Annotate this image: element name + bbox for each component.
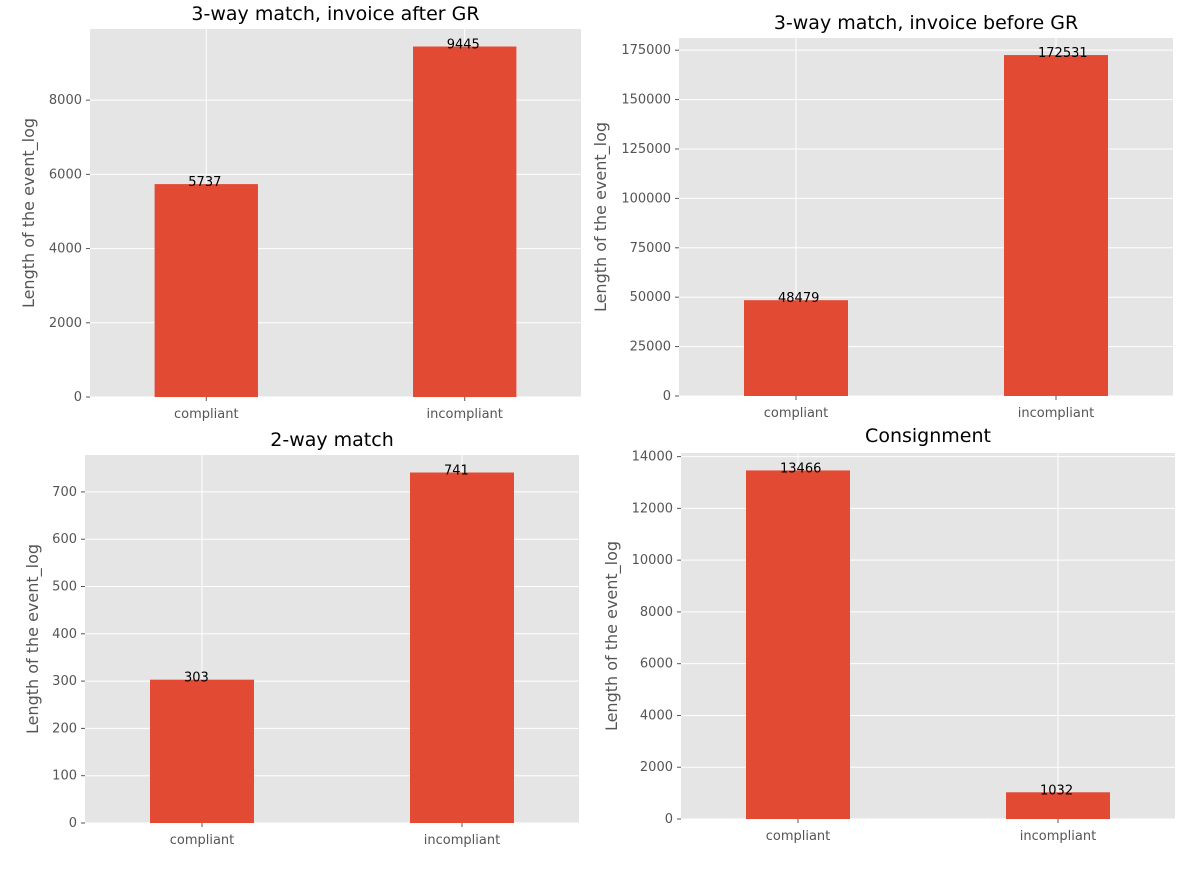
x-tick-label: compliant — [764, 406, 829, 421]
y-tick-label: 4000 — [640, 708, 673, 723]
bar-compliant — [744, 300, 848, 396]
y-tick-label: 100000 — [621, 191, 671, 206]
bar-incompliant — [1004, 55, 1108, 397]
y-tick-label: 0 — [69, 816, 77, 831]
data-label: 303 — [184, 671, 209, 686]
y-tick-label: 0 — [74, 390, 82, 405]
data-label: 9445 — [447, 38, 480, 53]
y-axis-label: Length of the event_log — [602, 541, 622, 731]
y-tick-label: 10000 — [632, 553, 673, 568]
y-tick-label: 2000 — [640, 760, 673, 775]
y-axis-label: Length of the event_log — [23, 544, 43, 734]
y-tick-label: 0 — [665, 812, 673, 827]
chart-title: 3-way match, invoice after GR — [191, 3, 479, 25]
chart-title: 2-way match — [270, 429, 394, 451]
y-tick-label: 100 — [52, 769, 77, 784]
y-tick-label: 25000 — [630, 340, 671, 355]
y-tick-label: 125000 — [621, 142, 671, 157]
y-axis-label: Length of the event_log — [591, 122, 611, 312]
x-tick-label: incompliant — [424, 833, 500, 848]
x-tick-label: incompliant — [1018, 406, 1094, 421]
x-tick-label: compliant — [766, 829, 831, 844]
y-tick-label: 2000 — [49, 316, 82, 331]
chart-panel: 0 100 200 300 400 500 600 700 303 741 compliant inc… — [23, 429, 579, 848]
y-tick-label: 600 — [52, 532, 77, 547]
y-tick-label: 12000 — [632, 501, 673, 516]
data-label: 1032 — [1040, 783, 1073, 798]
data-label: 741 — [444, 464, 469, 479]
y-axis-label: Length of the event_log — [19, 118, 39, 308]
data-label: 5737 — [188, 175, 221, 190]
x-tick-label: compliant — [174, 407, 239, 422]
y-tick-label: 0 — [663, 389, 671, 404]
y-tick-label: 300 — [52, 674, 77, 689]
bar-incompliant — [410, 472, 514, 823]
bar-incompliant — [1006, 792, 1110, 819]
y-tick-label: 6000 — [49, 167, 82, 182]
y-tick-label: 14000 — [632, 450, 673, 465]
bar-incompliant — [413, 46, 517, 397]
bar-compliant — [154, 184, 258, 397]
y-tick-label: 50000 — [630, 290, 671, 305]
data-label: 13466 — [780, 461, 821, 476]
x-tick-label: incompliant — [427, 407, 503, 422]
y-tick-label: 8000 — [49, 93, 82, 108]
x-tick-label: compliant — [170, 833, 235, 848]
chart-panel: 0 2000 4000 6000 8000 10000 12000 14000 13466 103… — [602, 425, 1175, 844]
y-tick-label: 6000 — [640, 657, 673, 672]
y-tick-label: 400 — [52, 627, 77, 642]
bar-compliant — [150, 679, 254, 823]
y-tick-label: 175000 — [621, 43, 671, 58]
y-tick-label: 200 — [52, 721, 77, 736]
y-tick-label: 700 — [52, 485, 77, 500]
y-tick-label: 75000 — [630, 241, 671, 256]
x-tick-label: incompliant — [1020, 829, 1096, 844]
data-label: 48479 — [778, 291, 819, 306]
y-tick-label: 150000 — [621, 93, 671, 108]
chart-panel: 0 25000 50000 75000 100000 125000 150000 175000… — [591, 12, 1173, 421]
y-tick-label: 500 — [52, 579, 77, 594]
data-label: 172531 — [1038, 46, 1088, 61]
chart-title: Consignment — [865, 425, 991, 447]
bar-compliant — [746, 470, 850, 819]
chart-title: 3-way match, invoice before GR — [774, 12, 1078, 34]
y-tick-label: 4000 — [49, 242, 82, 257]
y-tick-label: 8000 — [640, 605, 673, 620]
chart-panel: 0 2000 4000 6000 8000 5737 9445 compliant incomp… — [19, 3, 581, 422]
